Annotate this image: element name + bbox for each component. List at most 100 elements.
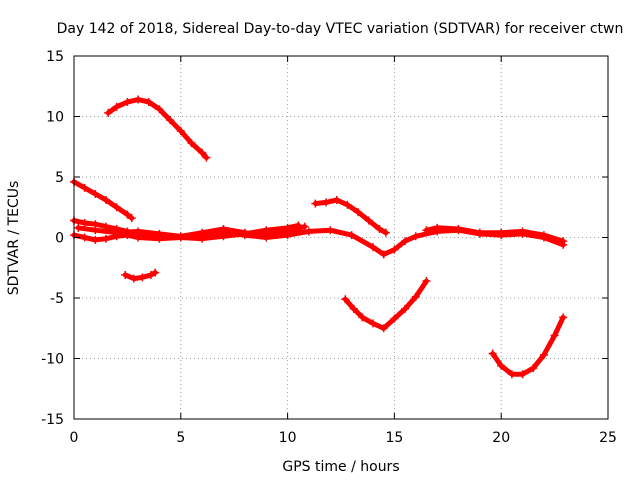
data-point [112, 228, 121, 237]
x-axis-label: GPS time / hours [282, 459, 399, 475]
y-tick-label: -10 [41, 352, 64, 368]
data-point [129, 274, 138, 283]
data-point [121, 271, 130, 280]
grid [74, 56, 608, 419]
y-tick-label: 0 [55, 231, 64, 247]
data-point [322, 198, 331, 207]
y-tick-label: -15 [41, 412, 64, 428]
data-point [102, 234, 111, 243]
data-point [354, 208, 363, 217]
data-point [497, 361, 506, 370]
data-point [123, 97, 132, 106]
data-point [134, 95, 143, 104]
data-point [151, 268, 160, 277]
data-point [364, 216, 373, 225]
series-arc-2 [70, 177, 136, 223]
data-point [304, 227, 313, 236]
data-point [369, 319, 378, 328]
data-point [341, 295, 350, 304]
data-point [369, 243, 378, 252]
data-point [102, 195, 111, 204]
series-line [490, 314, 566, 377]
data-point [422, 226, 431, 235]
data-point [390, 245, 399, 254]
data-point [358, 313, 367, 322]
data-point [559, 237, 568, 246]
data-point [539, 350, 548, 359]
data-point [198, 148, 207, 157]
data-point [349, 304, 358, 313]
data-point [112, 102, 121, 111]
data-point [80, 183, 89, 192]
data-point [529, 364, 538, 373]
data-point [433, 223, 442, 232]
data-point [332, 195, 341, 204]
series-arc-8 [311, 195, 390, 237]
data-point [104, 108, 113, 117]
series-arc-9 [341, 277, 431, 333]
data-point [202, 153, 211, 162]
x-tick-label: 20 [492, 430, 510, 446]
y-tick-label: 10 [46, 110, 64, 126]
x-tick-label: 0 [70, 430, 79, 446]
data-point [300, 222, 309, 231]
data-point [138, 273, 147, 282]
data-point [123, 210, 132, 219]
data-point [401, 304, 410, 313]
data-point [401, 237, 410, 246]
data-point [187, 139, 196, 148]
data-point [343, 200, 352, 209]
data-point [507, 370, 516, 379]
x-tick-label: 5 [176, 430, 185, 446]
x-tick-label: 10 [279, 430, 297, 446]
data-point [379, 324, 388, 333]
data-point [74, 223, 83, 232]
data-point [518, 370, 527, 379]
series-arc-7 [121, 268, 160, 283]
data-point [80, 218, 89, 227]
data-point [112, 203, 121, 212]
data-point [134, 227, 143, 236]
data-point [91, 226, 100, 235]
data-point [475, 228, 484, 237]
data-point [144, 97, 153, 106]
data-point [518, 227, 527, 236]
data-point [381, 228, 390, 237]
data-series [70, 95, 568, 379]
data-point [176, 127, 185, 136]
data-point [219, 225, 228, 234]
data-point [347, 231, 356, 240]
x-tick-label: 15 [385, 430, 403, 446]
data-point [155, 105, 164, 114]
data-point [240, 228, 249, 237]
y-tick-label: 5 [55, 170, 64, 186]
data-point [411, 232, 420, 241]
x-tick-label: 25 [599, 430, 617, 446]
y-tick-label: 15 [46, 49, 64, 65]
data-point [80, 233, 89, 242]
series-arc-10 [488, 313, 568, 379]
data-point [375, 225, 384, 234]
data-point [559, 313, 568, 322]
series-arc-6 [422, 223, 568, 246]
data-point [198, 228, 207, 237]
data-point [283, 227, 292, 236]
data-point [497, 228, 506, 237]
data-point [379, 250, 388, 259]
data-point [311, 199, 320, 208]
chart-title: Day 142 of 2018, Sidereal Day-to-day VTE… [57, 21, 624, 37]
data-point [454, 225, 463, 234]
data-point [166, 116, 175, 125]
data-point [127, 214, 136, 223]
data-point [550, 331, 559, 340]
series-arc-1 [104, 95, 211, 162]
data-point [146, 271, 155, 280]
data-point [176, 232, 185, 241]
series-arc-5 [74, 222, 309, 241]
data-point [488, 349, 497, 358]
data-point [91, 235, 100, 244]
y-tick-label: -5 [50, 291, 64, 307]
data-point [91, 189, 100, 198]
axis-ticks: 0 5 10 15 20 25 -15 -10 -5 0 5 10 15 [41, 49, 617, 446]
